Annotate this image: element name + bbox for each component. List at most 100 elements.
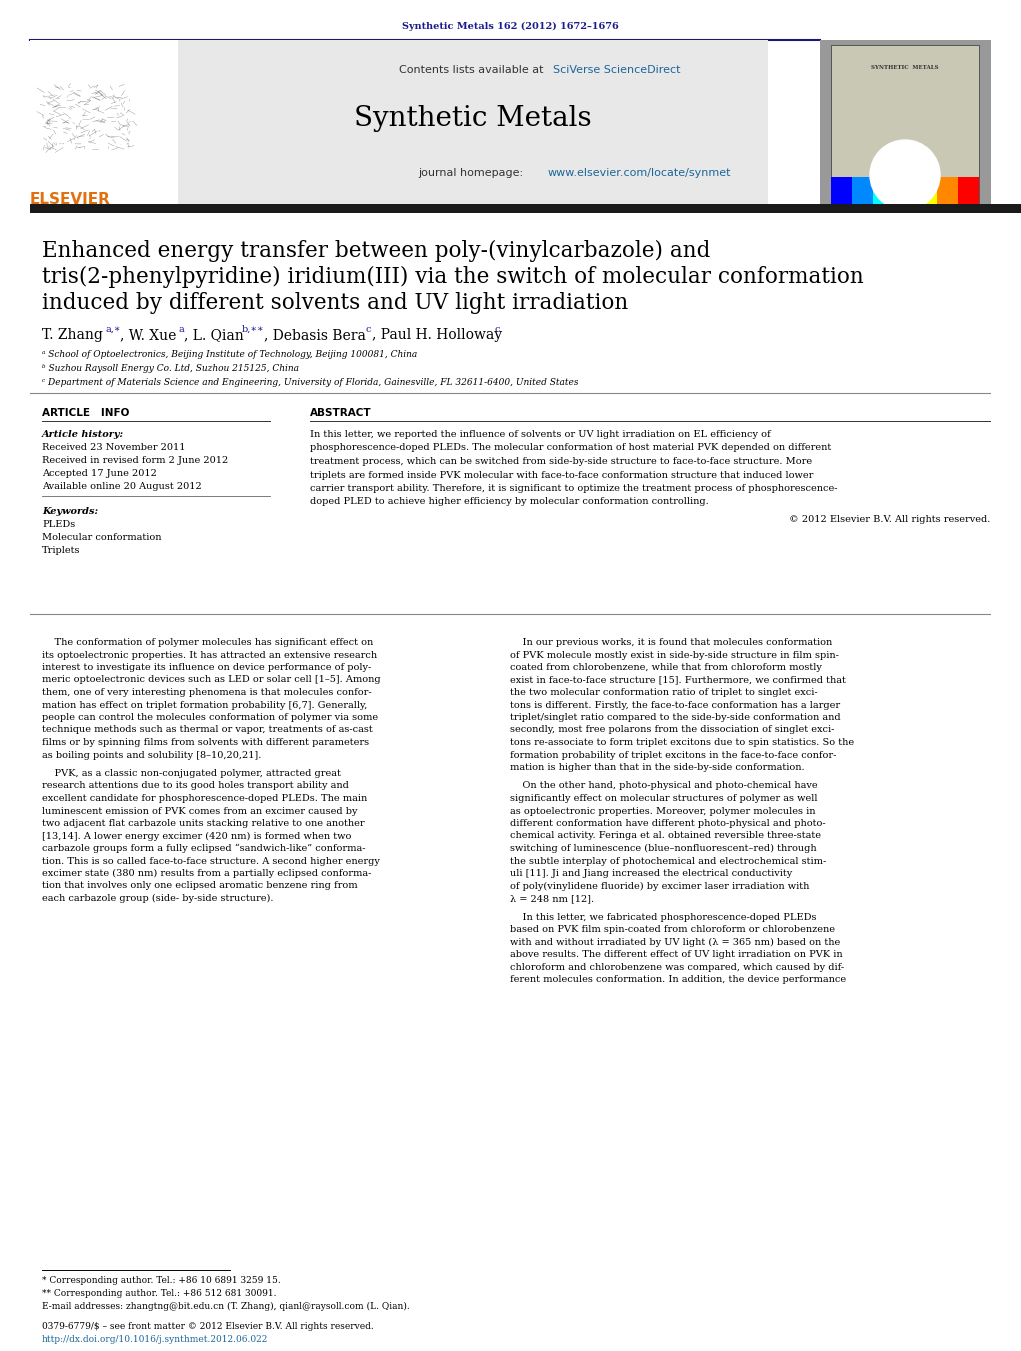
Text: Synthetic Metals 162 (2012) 1672–1676: Synthetic Metals 162 (2012) 1672–1676: [402, 22, 619, 31]
Text: * Corresponding author. Tel.: +86 10 6891 3259 15.: * Corresponding author. Tel.: +86 10 689…: [42, 1275, 281, 1285]
Text: E-mail addresses: zhangtng@bit.edu.cn (T. Zhang), qianl@raysoll.com (L. Qian).: E-mail addresses: zhangtng@bit.edu.cn (T…: [42, 1302, 409, 1310]
Text: , W. Xue: , W. Xue: [120, 328, 177, 342]
Text: The conformation of polymer molecules has significant effect on: The conformation of polymer molecules ha…: [42, 638, 374, 647]
Text: induced by different solvents and UV light irradiation: induced by different solvents and UV lig…: [42, 292, 628, 313]
Text: mation is higher than that in the side-by-side conformation.: mation is higher than that in the side-b…: [510, 763, 805, 771]
Text: c: c: [494, 326, 499, 334]
Text: with and without irradiated by UV light (λ = 365 nm) based on the: with and without irradiated by UV light …: [510, 938, 840, 947]
Text: , L. Qian: , L. Qian: [184, 328, 244, 342]
Text: , Paul H. Holloway: , Paul H. Holloway: [372, 328, 502, 342]
Text: switching of luminescence (blue–nonfluorescent–red) through: switching of luminescence (blue–nonfluor…: [510, 844, 817, 852]
Text: journal homepage:: journal homepage:: [419, 168, 527, 178]
Bar: [831, 177, 853, 207]
Text: [13,14]. A lower energy excimer (420 nm) is formed when two: [13,14]. A lower energy excimer (420 nm)…: [42, 831, 351, 840]
Text: a: a: [178, 326, 184, 334]
Text: ᵃ School of Optoelectronics, Beijing Institute of Technology, Beijing 100081, Ch: ᵃ School of Optoelectronics, Beijing Ins…: [42, 350, 418, 359]
Text: Molecular conformation: Molecular conformation: [42, 534, 161, 542]
Text: In this letter, we reported the influence of solvents or UV light irradiation on: In this letter, we reported the influenc…: [310, 430, 771, 439]
Text: T. Zhang: T. Zhang: [42, 328, 103, 342]
Text: http://dx.doi.org/10.1016/j.synthmet.2012.06.022: http://dx.doi.org/10.1016/j.synthmet.201…: [42, 1335, 269, 1344]
Text: www.elsevier.com/locate/synmet: www.elsevier.com/locate/synmet: [548, 168, 731, 178]
Text: SYNTHETIC  METALS: SYNTHETIC METALS: [871, 65, 939, 70]
Text: © 2012 Elsevier B.V. All rights reserved.: © 2012 Elsevier B.V. All rights reserved…: [788, 515, 990, 524]
Text: films or by spinning films from solvents with different parameters: films or by spinning films from solvents…: [42, 738, 370, 747]
Bar: [831, 45, 979, 207]
Text: based on PVK film spin-coated from chloroform or chlorobenzene: based on PVK film spin-coated from chlor…: [510, 925, 835, 934]
Text: Contents lists available at: Contents lists available at: [399, 65, 547, 76]
Text: ARTICLE   INFO: ARTICLE INFO: [42, 408, 130, 417]
Text: In this letter, we fabricated phosphorescence-doped PLEDs: In this letter, we fabricated phosphores…: [510, 912, 817, 921]
Text: Synthetic Metals: Synthetic Metals: [354, 105, 592, 132]
Text: On the other hand, photo-physical and photo-chemical have: On the other hand, photo-physical and ph…: [510, 781, 818, 790]
Text: In our previous works, it is found that molecules conformation: In our previous works, it is found that …: [510, 638, 832, 647]
Text: secondly, most free polarons from the dissociation of singlet exci-: secondly, most free polarons from the di…: [510, 725, 834, 735]
Text: phosphorescence-doped PLEDs. The molecular conformation of host material PVK dep: phosphorescence-doped PLEDs. The molecul…: [310, 443, 831, 453]
Text: of PVK molecule mostly exist in side-by-side structure in film spin-: of PVK molecule mostly exist in side-by-…: [510, 650, 839, 659]
Text: tons re-associate to form triplet excitons due to spin statistics. So the: tons re-associate to form triplet excito…: [510, 738, 855, 747]
Text: b,∗∗: b,∗∗: [242, 326, 264, 334]
Text: SciVerse ScienceDirect: SciVerse ScienceDirect: [553, 65, 681, 76]
Bar: [30, 41, 178, 209]
Text: PVK, as a classic non-conjugated polymer, attracted great: PVK, as a classic non-conjugated polymer…: [42, 769, 341, 778]
Text: carbazole groups form a fully eclipsed “sandwich-like” conforma-: carbazole groups form a fully eclipsed “…: [42, 844, 366, 854]
Text: ** Corresponding author. Tel.: +86 512 681 30091.: ** Corresponding author. Tel.: +86 512 6…: [42, 1289, 277, 1298]
Text: doped PLED to achieve higher efficiency by molecular conformation controlling.: doped PLED to achieve higher efficiency …: [310, 497, 709, 507]
Text: Received in revised form 2 June 2012: Received in revised form 2 June 2012: [42, 457, 229, 465]
Text: above results. The different effect of UV light irradiation on PVK in: above results. The different effect of U…: [510, 950, 842, 959]
Bar: [178, 41, 768, 209]
Text: each carbazole group (side- by-side structure).: each carbazole group (side- by-side stru…: [42, 894, 274, 902]
Text: c: c: [364, 326, 371, 334]
Text: tris(2-phenylpyridine) iridium(III) via the switch of molecular conformation: tris(2-phenylpyridine) iridium(III) via …: [42, 266, 864, 288]
Text: Article history:: Article history:: [42, 430, 125, 439]
Text: technique methods such as thermal or vapor, treatments of as-cast: technique methods such as thermal or vap…: [42, 725, 373, 735]
Text: formation probability of triplet excitons in the face-to-face confor-: formation probability of triplet exciton…: [510, 751, 836, 759]
Bar: [853, 177, 873, 207]
Text: the subtle interplay of photochemical and electrochemical stim-: the subtle interplay of photochemical an…: [510, 857, 826, 866]
Text: chloroform and chlorobenzene was compared, which caused by dif-: chloroform and chlorobenzene was compare…: [510, 962, 844, 971]
Text: interest to investigate its influence on device performance of poly-: interest to investigate its influence on…: [42, 663, 372, 671]
Bar: [820, 41, 991, 209]
Bar: [916, 177, 936, 207]
Text: , Debasis Bera: , Debasis Bera: [264, 328, 366, 342]
Text: tons is different. Firstly, the face-to-face conformation has a larger: tons is different. Firstly, the face-to-…: [510, 701, 840, 709]
Text: luminescent emission of PVK comes from an excimer caused by: luminescent emission of PVK comes from a…: [42, 807, 357, 816]
Text: chemical activity. Feringa et al. obtained reversible three-state: chemical activity. Feringa et al. obtain…: [510, 831, 821, 840]
Text: its optoelectronic properties. It has attracted an extensive research: its optoelectronic properties. It has at…: [42, 650, 377, 659]
Text: research attentions due to its good holes transport ability and: research attentions due to its good hole…: [42, 781, 349, 790]
Text: Enhanced energy transfer between poly-(vinylcarbazole) and: Enhanced energy transfer between poly-(v…: [42, 240, 711, 262]
Text: two adjacent flat carbazole units stacking relative to one another: two adjacent flat carbazole units stacki…: [42, 819, 364, 828]
Text: mation has effect on triplet formation probability [6,7]. Generally,: mation has effect on triplet formation p…: [42, 701, 368, 709]
Text: tion. This is so called face-to-face structure. A second higher energy: tion. This is so called face-to-face str…: [42, 857, 380, 866]
Text: Received 23 November 2011: Received 23 November 2011: [42, 443, 186, 453]
Bar: [958, 177, 979, 207]
Text: of poly(vinylidene fluoride) by excimer laser irradiation with: of poly(vinylidene fluoride) by excimer …: [510, 881, 810, 890]
Text: as optoelectronic properties. Moreover, polymer molecules in: as optoelectronic properties. Moreover, …: [510, 807, 816, 816]
Text: coated from chlorobenzene, while that from chloroform mostly: coated from chlorobenzene, while that fr…: [510, 663, 822, 671]
Text: different conformation have different photo-physical and photo-: different conformation have different ph…: [510, 819, 826, 828]
Text: λ = 248 nm [12].: λ = 248 nm [12].: [510, 894, 594, 902]
Text: carrier transport ability. Therefore, it is significant to optimize the treatmen: carrier transport ability. Therefore, it…: [310, 484, 837, 493]
Bar: [936, 177, 958, 207]
Text: ELSEVIER: ELSEVIER: [30, 192, 111, 207]
Text: ᶜ Department of Materials Science and Engineering, University of Florida, Gaines: ᶜ Department of Materials Science and En…: [42, 378, 579, 386]
Text: triplet/singlet ratio compared to the side-by-side conformation and: triplet/singlet ratio compared to the si…: [510, 713, 840, 721]
Text: ferent molecules conformation. In addition, the device performance: ferent molecules conformation. In additi…: [510, 975, 846, 984]
Text: Triplets: Triplets: [42, 546, 81, 555]
Circle shape: [870, 141, 940, 209]
Text: Keywords:: Keywords:: [42, 507, 98, 516]
Text: Available online 20 August 2012: Available online 20 August 2012: [42, 482, 202, 490]
Text: tion that involves only one eclipsed aromatic benzene ring from: tion that involves only one eclipsed aro…: [42, 881, 357, 890]
Text: uli [11]. Ji and Jiang increased the electrical conductivity: uli [11]. Ji and Jiang increased the ele…: [510, 869, 792, 878]
Text: excimer state (380 nm) results from a partially eclipsed conforma-: excimer state (380 nm) results from a pa…: [42, 869, 372, 878]
Text: treatment process, which can be switched from side-by-side structure to face-to-: treatment process, which can be switched…: [310, 457, 812, 466]
Text: them, one of very interesting phenomena is that molecules confor-: them, one of very interesting phenomena …: [42, 688, 372, 697]
Text: 0379-6779/$ – see front matter © 2012 Elsevier B.V. All rights reserved.: 0379-6779/$ – see front matter © 2012 El…: [42, 1323, 374, 1331]
Text: a,∗: a,∗: [105, 326, 120, 334]
Bar: [894, 177, 916, 207]
Text: exist in face-to-face structure [15]. Furthermore, we confirmed that: exist in face-to-face structure [15]. Fu…: [510, 676, 845, 685]
Text: significantly effect on molecular structures of polymer as well: significantly effect on molecular struct…: [510, 794, 818, 802]
Text: meric optoelectronic devices such as LED or solar cell [1–5]. Among: meric optoelectronic devices such as LED…: [42, 676, 381, 685]
Text: excellent candidate for phosphorescence-doped PLEDs. The main: excellent candidate for phosphorescence-…: [42, 794, 368, 802]
Text: ᵇ Suzhou Raysoll Energy Co. Ltd, Suzhou 215125, China: ᵇ Suzhou Raysoll Energy Co. Ltd, Suzhou …: [42, 363, 299, 373]
Text: the two molecular conformation ratio of triplet to singlet exci-: the two molecular conformation ratio of …: [510, 688, 818, 697]
